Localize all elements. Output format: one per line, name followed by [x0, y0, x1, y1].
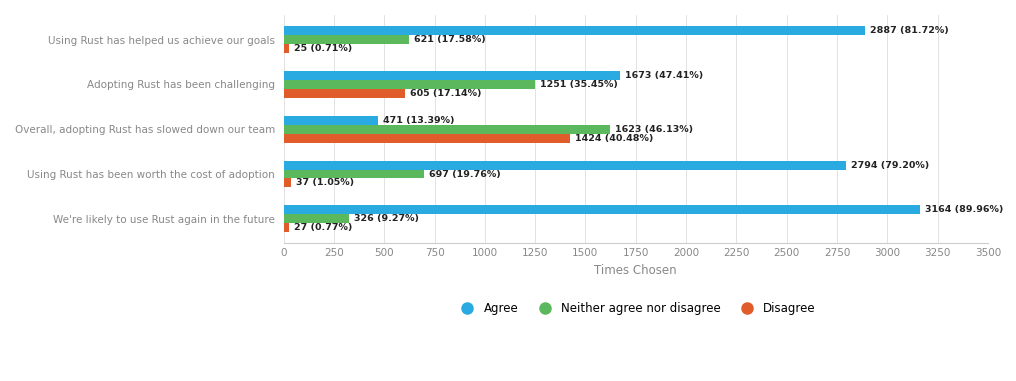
- Bar: [283, 160, 845, 170]
- Bar: [283, 134, 570, 142]
- Text: 25 (0.71%): 25 (0.71%): [294, 44, 352, 53]
- Text: 1673 (47.41%): 1673 (47.41%): [625, 71, 703, 80]
- Bar: [283, 223, 289, 232]
- Text: 326 (9.27%): 326 (9.27%): [355, 214, 420, 223]
- Text: 2887 (81.72%): 2887 (81.72%): [870, 26, 948, 35]
- Text: 621 (17.58%): 621 (17.58%): [414, 35, 486, 44]
- Text: 2794 (79.20%): 2794 (79.20%): [850, 160, 929, 170]
- Bar: [283, 26, 865, 35]
- Bar: [283, 178, 291, 187]
- Bar: [283, 170, 424, 178]
- Bar: [283, 125, 611, 134]
- Bar: [283, 35, 408, 44]
- Text: 27 (0.77%): 27 (0.77%): [294, 223, 353, 232]
- Bar: [283, 215, 350, 223]
- X-axis label: Times Chosen: Times Chosen: [594, 264, 677, 277]
- Bar: [283, 205, 920, 215]
- Bar: [283, 116, 378, 125]
- Text: 1251 (35.45%): 1251 (35.45%): [541, 80, 618, 89]
- Legend: Agree, Neither agree nor disagree, Disagree: Agree, Neither agree nor disagree, Disag…: [451, 297, 821, 320]
- Text: 37 (1.05%): 37 (1.05%): [296, 178, 355, 187]
- Text: 605 (17.14%): 605 (17.14%): [410, 89, 482, 98]
- Text: 3164 (89.96%): 3164 (89.96%): [926, 205, 1004, 215]
- Text: 1623 (46.13%): 1623 (46.13%): [616, 125, 693, 134]
- Bar: [283, 80, 535, 89]
- Text: 697 (19.76%): 697 (19.76%): [429, 170, 501, 179]
- Text: 1424 (40.48%): 1424 (40.48%): [575, 134, 653, 142]
- Bar: [283, 71, 620, 80]
- Bar: [283, 89, 405, 98]
- Bar: [283, 44, 289, 53]
- Text: 471 (13.39%): 471 (13.39%): [383, 116, 455, 125]
